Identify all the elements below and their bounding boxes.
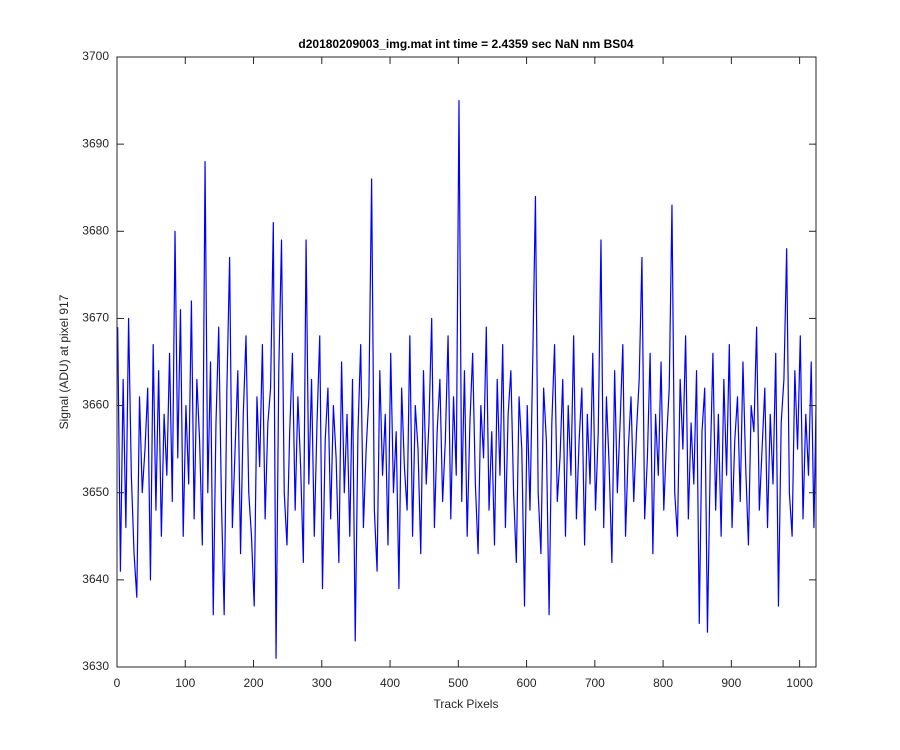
x-tick-label: 500 [448, 676, 468, 690]
x-tick-label: 900 [721, 676, 741, 690]
y-tick-label: 3670 [82, 311, 109, 325]
x-tick-label: 0 [114, 676, 121, 690]
x-tick-label: 1000 [786, 676, 813, 690]
chart-title: d20180209003_img.mat int time = 2.4359 s… [298, 37, 634, 51]
x-tick-label: 600 [517, 676, 537, 690]
y-tick-label: 3630 [82, 659, 109, 673]
y-tick-label: 3650 [82, 485, 109, 499]
y-tick-label: 3640 [82, 572, 109, 586]
y-tick-label: 3660 [82, 398, 109, 412]
y-tick-label: 3680 [82, 223, 109, 237]
y-axis-label: Signal (ADU) at pixel 917 [57, 294, 71, 429]
x-tick-label: 100 [175, 676, 195, 690]
x-tick-label: 200 [244, 676, 264, 690]
x-tick-label: 800 [653, 676, 673, 690]
y-tick-label: 3700 [82, 49, 109, 63]
data-line [117, 99, 817, 659]
x-tick-label: 400 [380, 676, 400, 690]
x-tick-label: 300 [312, 676, 332, 690]
y-tick-label: 3690 [82, 136, 109, 150]
x-tick-label: 700 [585, 676, 605, 690]
plot-frame [116, 56, 817, 668]
x-axis-label: Track Pixels [434, 697, 499, 711]
